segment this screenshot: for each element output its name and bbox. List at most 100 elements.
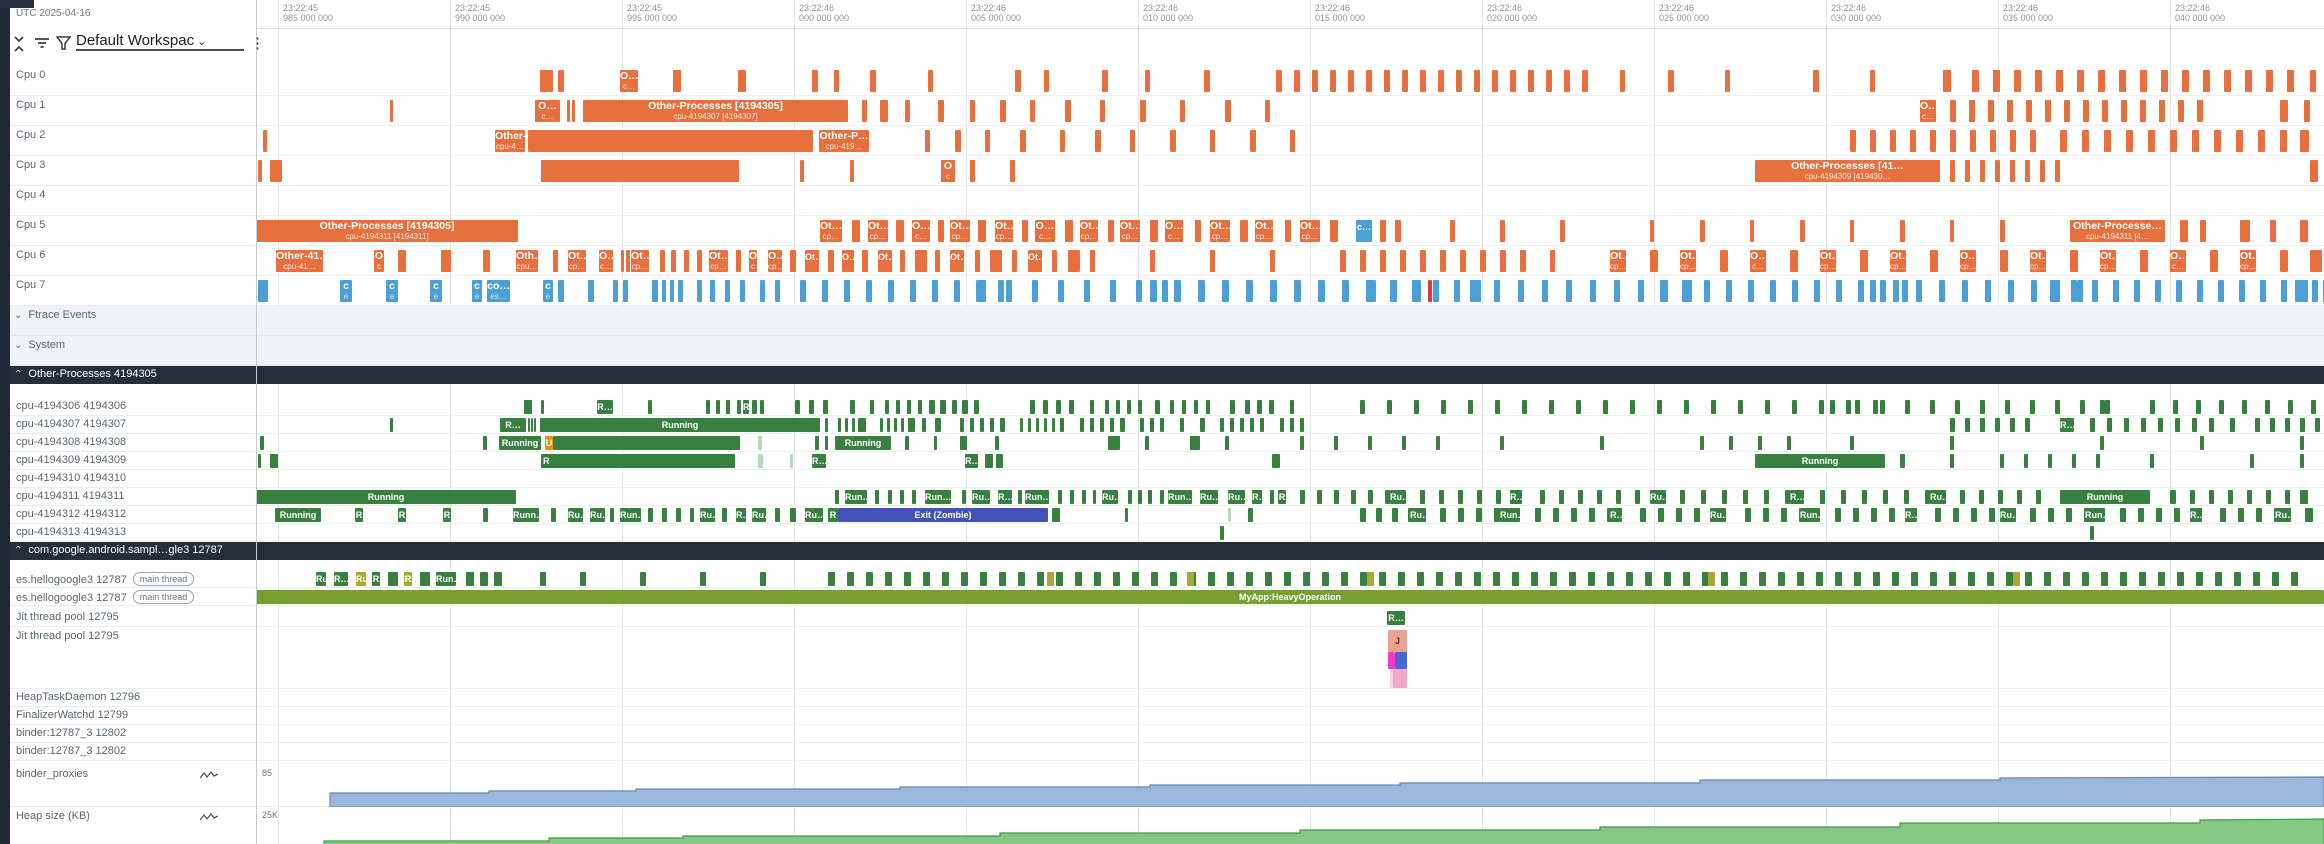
slice[interactable] (1230, 400, 1235, 414)
slice[interactable] (2140, 70, 2147, 92)
slice[interactable] (834, 70, 839, 92)
slice[interactable] (2056, 70, 2063, 92)
slice[interactable] (1960, 490, 1965, 504)
slice[interactable] (1342, 280, 1349, 302)
slice[interactable] (1360, 400, 1365, 414)
slice[interactable] (1417, 572, 1424, 586)
slice[interactable] (980, 418, 984, 432)
slice[interactable] (862, 100, 867, 122)
slice[interactable] (1989, 508, 1995, 522)
slice[interactable] (915, 250, 927, 272)
slice[interactable] (2101, 572, 2108, 586)
slice[interactable] (1846, 400, 1851, 414)
slice[interactable] (2080, 400, 2085, 414)
slice[interactable] (2182, 70, 2189, 92)
track-label-panel[interactable]: cpu-4194309 4194309 (0, 452, 256, 470)
slice-ot[interactable]: Ot… (950, 250, 964, 272)
slice-r[interactable]: R… (1905, 508, 1917, 522)
slice[interactable] (1576, 400, 1581, 414)
slice[interactable] (1600, 436, 1604, 450)
slice[interactable] (1150, 220, 1158, 242)
slice[interactable] (1682, 280, 1688, 302)
kebab-menu-icon[interactable]: ⋮ (250, 35, 265, 52)
slice-ru[interactable]: Ru… (1930, 490, 1946, 504)
slice[interactable] (2159, 100, 2165, 122)
track-row-binder1[interactable]: binder:12787_3 12802 (0, 725, 2324, 743)
slice[interactable] (1433, 280, 1439, 302)
slice[interactable] (1676, 508, 1682, 522)
slice[interactable] (2310, 160, 2318, 182)
slice[interactable] (1148, 490, 1152, 504)
slice[interactable] (1871, 508, 1877, 522)
slice[interactable] (528, 418, 530, 432)
track-label-panel[interactable]: Cpu 4 (0, 186, 256, 216)
slice[interactable] (1883, 490, 1888, 504)
slice[interactable] (1939, 280, 1945, 302)
slice[interactable] (2287, 70, 2294, 92)
track-row-system[interactable]: ⌄ System (0, 336, 2324, 366)
slice-ot[interactable]: Ot…cp… (709, 250, 728, 272)
slice[interactable] (1334, 490, 1339, 504)
slice[interactable] (1770, 280, 1776, 302)
slice[interactable] (1228, 508, 1231, 522)
slice-ot[interactable]: Ot…cp… (1300, 220, 1320, 242)
slice[interactable] (1816, 572, 1823, 586)
jit-slice[interactable] (1395, 652, 1407, 669)
slice[interactable] (1650, 250, 1658, 272)
track-row-cpu5[interactable]: Cpu 5 Other-Processes [4194305] cpu-419431… (0, 216, 2324, 246)
slice[interactable] (1684, 400, 1689, 414)
slice[interactable] (1925, 490, 1930, 504)
slice[interactable] (1518, 280, 1524, 302)
slice[interactable] (2281, 280, 2287, 302)
slice[interactable] (1955, 400, 1960, 414)
slice[interactable] (480, 572, 488, 586)
slice-running[interactable]: Running (275, 508, 321, 522)
slice[interactable] (2030, 400, 2035, 414)
slice-ru[interactable]: Ru… (2000, 508, 2016, 522)
slice[interactable] (1245, 400, 1250, 414)
slice[interactable] (941, 400, 946, 414)
slice-ru[interactable]: Ru… (2275, 508, 2291, 522)
slice[interactable] (942, 572, 949, 586)
track-content[interactable]: Other-41…cpu-41… Oc Oth…cpu… Ot…cp… O…c… Ot…c… (256, 246, 2324, 276)
slice-running[interactable]: Running (835, 436, 891, 450)
slice[interactable] (1850, 130, 1856, 152)
track-label-panel[interactable]: Cpu 0 (0, 66, 256, 96)
slice[interactable] (1120, 418, 1125, 432)
slice-ru[interactable]: Ru… (1228, 490, 1245, 504)
slice[interactable] (2036, 490, 2041, 504)
slice[interactable] (1180, 418, 1184, 432)
slice[interactable] (640, 572, 646, 586)
slice-ot[interactable]: Ot… (805, 250, 819, 272)
track-content[interactable]: Other-4…cpu-4… Other-P…cpu-419… (256, 126, 2324, 156)
slice[interactable] (626, 250, 630, 272)
slice[interactable] (2209, 490, 2214, 504)
slice[interactable] (901, 418, 904, 432)
slice[interactable] (954, 280, 960, 302)
slice[interactable] (1187, 572, 1194, 586)
track-label-panel[interactable]: cpu-4194312 4194312 (0, 506, 256, 524)
slice[interactable] (1170, 572, 1177, 586)
slice[interactable] (1150, 250, 1155, 272)
slice[interactable] (1030, 100, 1035, 122)
slice[interactable] (1711, 400, 1716, 414)
track-content[interactable] (256, 707, 2324, 725)
slice[interactable] (613, 280, 618, 302)
slice[interactable] (918, 400, 922, 414)
slice[interactable] (1542, 280, 1548, 302)
slice[interactable] (1740, 572, 1747, 586)
slice[interactable] (524, 400, 532, 414)
slice[interactable] (970, 100, 975, 122)
slice[interactable] (1348, 70, 1354, 92)
slice[interactable] (930, 400, 935, 414)
slice[interactable] (1272, 454, 1280, 468)
slice[interactable] (2063, 572, 2070, 586)
slice[interactable] (2288, 400, 2293, 414)
slice-ot[interactable]: Ot…cp… (820, 220, 842, 242)
slice[interactable] (1047, 572, 1054, 586)
slice[interactable] (2242, 400, 2247, 414)
slice[interactable] (2266, 490, 2271, 504)
slice[interactable] (1474, 572, 1481, 586)
slice[interactable] (1668, 70, 1674, 92)
slice[interactable] (1440, 250, 1446, 272)
